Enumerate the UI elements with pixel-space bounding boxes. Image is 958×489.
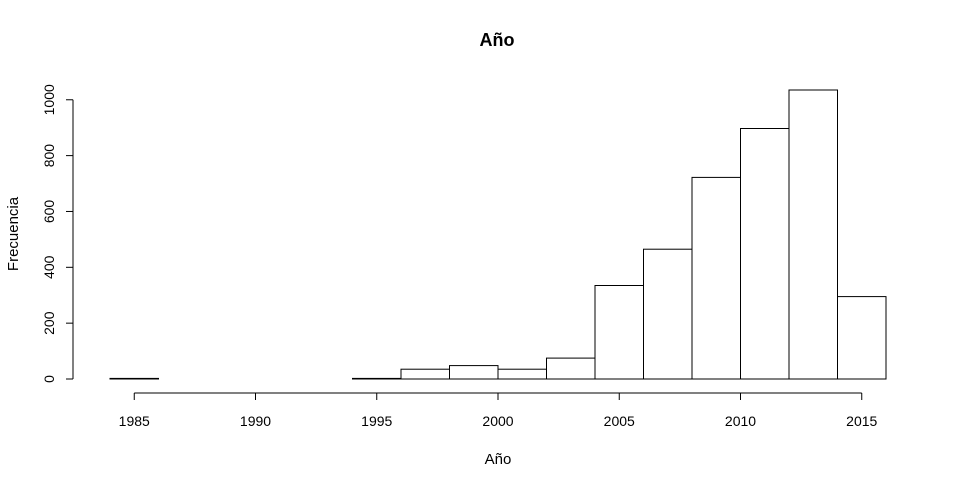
bars-group [109, 89, 887, 380]
histogram-bar [352, 377, 402, 380]
histogram-bar [837, 296, 887, 380]
x-tick-label: 1990 [240, 413, 271, 429]
x-tick-label: 1995 [361, 413, 392, 429]
x-tick-label: 2005 [604, 413, 635, 429]
histogram-bar [546, 357, 596, 380]
y-tick-label: 400 [41, 255, 57, 279]
x-tick-label: 2000 [482, 413, 513, 429]
histogram-bar [788, 89, 838, 380]
y-axis: 0 200 400 600 800 1000 [41, 84, 74, 383]
histogram-bar [594, 285, 644, 380]
histogram-bar [643, 248, 693, 380]
y-tick-label: 600 [41, 200, 57, 224]
histogram-bar [740, 128, 790, 380]
histogram-bar [497, 368, 547, 380]
y-tick-label: 800 [41, 144, 57, 168]
y-tick-label: 1000 [41, 84, 57, 115]
histogram-bar [400, 368, 450, 380]
x-axis-label: Año [485, 451, 512, 468]
x-tick-label: 1985 [119, 413, 150, 429]
x-axis: 1985 1990 1995 2000 2005 2010 2015 [119, 392, 878, 429]
x-tick-label: 2015 [846, 413, 877, 429]
chart-title: Año [480, 30, 515, 50]
histogram-bar [691, 176, 741, 380]
y-tick-label: 200 [41, 311, 57, 335]
histogram-bar [109, 377, 159, 380]
x-tick-label: 2010 [725, 413, 756, 429]
y-axis-label: Frecuencia [5, 196, 22, 271]
histogram-bar [449, 365, 499, 380]
y-tick-label: 0 [41, 375, 57, 383]
